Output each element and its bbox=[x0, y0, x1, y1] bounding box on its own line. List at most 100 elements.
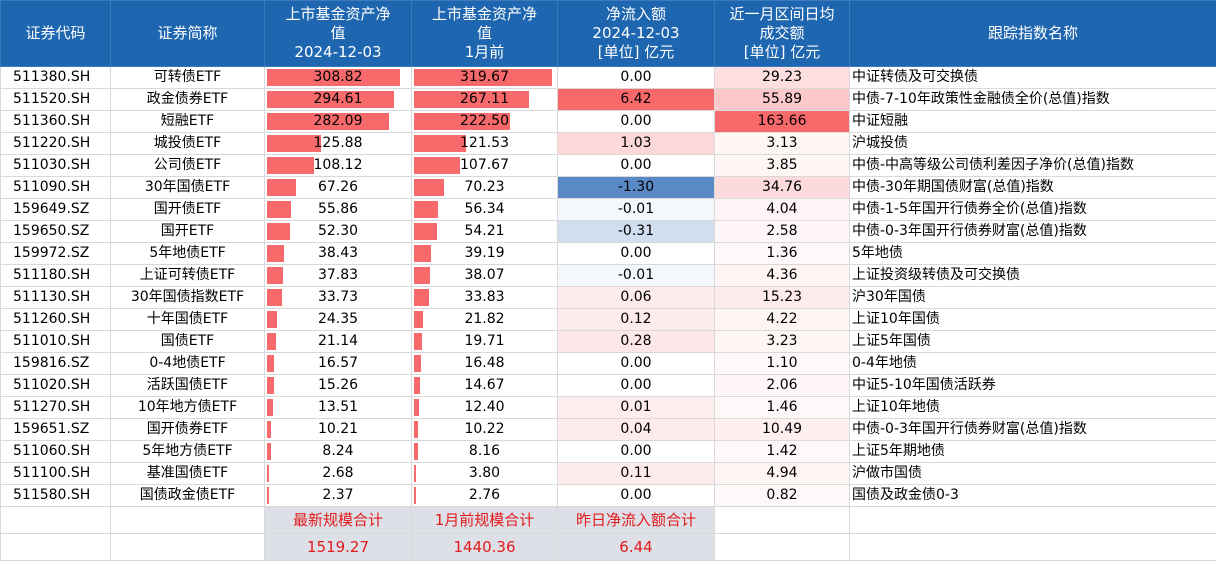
data-bar bbox=[414, 355, 421, 372]
empty-cell bbox=[849, 533, 1216, 561]
aum-value: 24.35 bbox=[317, 311, 359, 327]
net-inflow-cell: 0.00 bbox=[557, 374, 715, 397]
table-row[interactable]: 511360.SH 短融ETF 282.09 222.50 0.00 163.66 中证短融 bbox=[0, 110, 1216, 133]
aum-value: 37.83 bbox=[317, 267, 359, 283]
data-bar bbox=[267, 289, 282, 306]
data-bar bbox=[414, 135, 466, 152]
table-row[interactable]: 159651.SZ 国开债券ETF 10.21 10.22 0.04 10.49 中债-0-… bbox=[0, 418, 1216, 441]
empty-cell bbox=[714, 506, 850, 534]
aum-prev-cell: 14.67 bbox=[411, 374, 558, 397]
security-name-cell: 基准国债ETF bbox=[110, 462, 265, 485]
security-code-cell: 511360.SH bbox=[0, 110, 111, 133]
index-name-cell: 上证投资级转债及可交换债 bbox=[849, 264, 1216, 287]
turnover-cell: 0.82 bbox=[714, 484, 850, 507]
header-turnover[interactable]: 近一月区间日均 成交额 [单位] 亿元 bbox=[714, 0, 850, 67]
table-row[interactable]: 159972.SZ 5年地债ETF 38.43 39.19 0.00 1.36 5年地债 bbox=[0, 242, 1216, 265]
table-row[interactable]: 511060.SH 5年地方债ETF 8.24 8.16 0.00 1.42 上证5年期地债 bbox=[0, 440, 1216, 463]
data-bar bbox=[267, 333, 276, 350]
turnover-cell: 3.13 bbox=[714, 132, 850, 155]
table-row[interactable]: 511270.SH 10年地方债ETF 13.51 12.40 0.01 1.46 上证10… bbox=[0, 396, 1216, 419]
turnover-cell: 2.06 bbox=[714, 374, 850, 397]
aum-value: 14.67 bbox=[464, 377, 505, 393]
data-bar bbox=[267, 377, 274, 394]
summary-value: 1440.36 bbox=[411, 533, 558, 561]
table-row[interactable]: 159816.SZ 0-4地债ETF 16.57 16.48 0.00 1.10 0-4年地… bbox=[0, 352, 1216, 375]
index-name-cell: 沪30年国债 bbox=[849, 286, 1216, 309]
net-inflow-cell: 0.00 bbox=[557, 484, 715, 507]
aum-value: 2.76 bbox=[468, 487, 501, 503]
net-inflow-cell: 0.00 bbox=[557, 154, 715, 177]
index-name-cell: 中证短融 bbox=[849, 110, 1216, 133]
turnover-cell: 4.22 bbox=[714, 308, 850, 331]
table-row[interactable]: 511020.SH 活跃国债ETF 15.26 14.67 0.00 2.06 中证5-10… bbox=[0, 374, 1216, 397]
header-short-name[interactable]: 证券简称 bbox=[110, 0, 265, 67]
net-inflow-cell: -0.01 bbox=[557, 264, 715, 287]
turnover-cell: 34.76 bbox=[714, 176, 850, 199]
security-code-cell: 511260.SH bbox=[0, 308, 111, 331]
aum-prev-cell: 70.23 bbox=[411, 176, 558, 199]
turnover-cell: 15.23 bbox=[714, 286, 850, 309]
table-row[interactable]: 511090.SH 30年国债ETF 67.26 70.23 -1.30 34.76 中债-… bbox=[0, 176, 1216, 199]
security-code-cell: 159651.SZ bbox=[0, 418, 111, 441]
turnover-cell: 1.42 bbox=[714, 440, 850, 463]
table-row[interactable]: 511030.SH 公司债ETF 108.12 107.67 0.00 3.85 中债-中高… bbox=[0, 154, 1216, 177]
data-bar bbox=[267, 421, 271, 438]
aum-value: 19.71 bbox=[464, 333, 505, 349]
data-bar bbox=[414, 311, 423, 328]
aum-value: 15.26 bbox=[317, 377, 359, 393]
aum-prev-cell: 2.76 bbox=[411, 484, 558, 507]
index-name-cell: 中债-0-3年国开行债券财富(总值)指数 bbox=[849, 220, 1216, 243]
aum-prev-cell: 54.21 bbox=[411, 220, 558, 243]
net-inflow-cell: 0.01 bbox=[557, 396, 715, 419]
empty-cell bbox=[714, 533, 850, 561]
net-inflow-cell: 0.06 bbox=[557, 286, 715, 309]
security-code-cell: 511270.SH bbox=[0, 396, 111, 419]
aum-value: 39.19 bbox=[464, 245, 505, 261]
turnover-cell: 55.89 bbox=[714, 88, 850, 111]
data-bar bbox=[267, 443, 271, 460]
table-row[interactable]: 511520.SH 政金债券ETF 294.61 267.11 6.42 55.89 中债-… bbox=[0, 88, 1216, 111]
table-row[interactable]: 159650.SZ 国开ETF 52.30 54.21 -0.31 2.58 中债-0-3年… bbox=[0, 220, 1216, 243]
turnover-cell: 3.23 bbox=[714, 330, 850, 353]
security-name-cell: 30年国债指数ETF bbox=[110, 286, 265, 309]
security-code-cell: 159816.SZ bbox=[0, 352, 111, 375]
header-aum-prev[interactable]: 上市基金资产净 值 1月前 bbox=[411, 0, 558, 67]
aum-value: 2.68 bbox=[322, 465, 354, 481]
security-name-cell: 5年地债ETF bbox=[110, 242, 265, 265]
header-aum-now[interactable]: 上市基金资产净 值 2024-12-03 bbox=[264, 0, 412, 67]
table-row[interactable]: 511220.SH 城投债ETF 125.88 121.53 1.03 3.13 沪城投债 bbox=[0, 132, 1216, 155]
data-bar bbox=[267, 91, 394, 108]
data-bar bbox=[414, 333, 422, 350]
net-inflow-cell: 0.04 bbox=[557, 418, 715, 441]
aum-value: 21.14 bbox=[317, 333, 359, 349]
table-row[interactable]: 511580.SH 国债政金债ETF 2.37 2.76 0.00 0.82 国债及政金债0… bbox=[0, 484, 1216, 507]
turnover-cell: 4.36 bbox=[714, 264, 850, 287]
table-row[interactable]: 511260.SH 十年国债ETF 24.35 21.82 0.12 4.22 上证10年国… bbox=[0, 308, 1216, 331]
aum-prev-cell: 56.34 bbox=[411, 198, 558, 221]
table-row[interactable]: 511380.SH 可转债ETF 308.82 319.67 0.00 29.23 中证转债… bbox=[0, 66, 1216, 89]
index-name-cell: 国债及政金债0-3 bbox=[849, 484, 1216, 507]
table-row[interactable]: 511010.SH 国债ETF 21.14 19.71 0.28 3.23 上证5年国债 bbox=[0, 330, 1216, 353]
table-row[interactable]: 511130.SH 30年国债指数ETF 33.73 33.83 0.06 15.23 沪3… bbox=[0, 286, 1216, 309]
header-code[interactable]: 证券代码 bbox=[0, 0, 111, 67]
net-inflow-cell: -1.30 bbox=[557, 176, 715, 199]
security-name-cell: 短融ETF bbox=[110, 110, 265, 133]
header-net-inflow[interactable]: 净流入额 2024-12-03 [单位] 亿元 bbox=[557, 0, 715, 67]
aum-value: 16.57 bbox=[317, 355, 359, 371]
security-code-cell: 511060.SH bbox=[0, 440, 111, 463]
security-code-cell: 511030.SH bbox=[0, 154, 111, 177]
security-name-cell: 10年地方债ETF bbox=[110, 396, 265, 419]
header-index-name[interactable]: 跟踪指数名称 bbox=[849, 0, 1216, 67]
index-name-cell: 上证10年地债 bbox=[849, 396, 1216, 419]
aum-value: 38.43 bbox=[317, 245, 359, 261]
table-row[interactable]: 511100.SH 基准国债ETF 2.68 3.80 0.11 4.94 沪做市国债 bbox=[0, 462, 1216, 485]
table-row[interactable]: 511180.SH 上证可转债ETF 37.83 38.07 -0.01 4.36 上证投资… bbox=[0, 264, 1216, 287]
data-bar bbox=[267, 135, 321, 152]
summary-label: 最新规模合计 bbox=[264, 506, 412, 534]
data-bar bbox=[267, 399, 273, 416]
security-name-cell: 活跃国债ETF bbox=[110, 374, 265, 397]
turnover-cell: 29.23 bbox=[714, 66, 850, 89]
aum-value: 8.24 bbox=[322, 443, 354, 459]
table-row[interactable]: 159649.SZ 国开债ETF 55.86 56.34 -0.01 4.04 中债-1-5… bbox=[0, 198, 1216, 221]
data-bar bbox=[414, 443, 418, 460]
